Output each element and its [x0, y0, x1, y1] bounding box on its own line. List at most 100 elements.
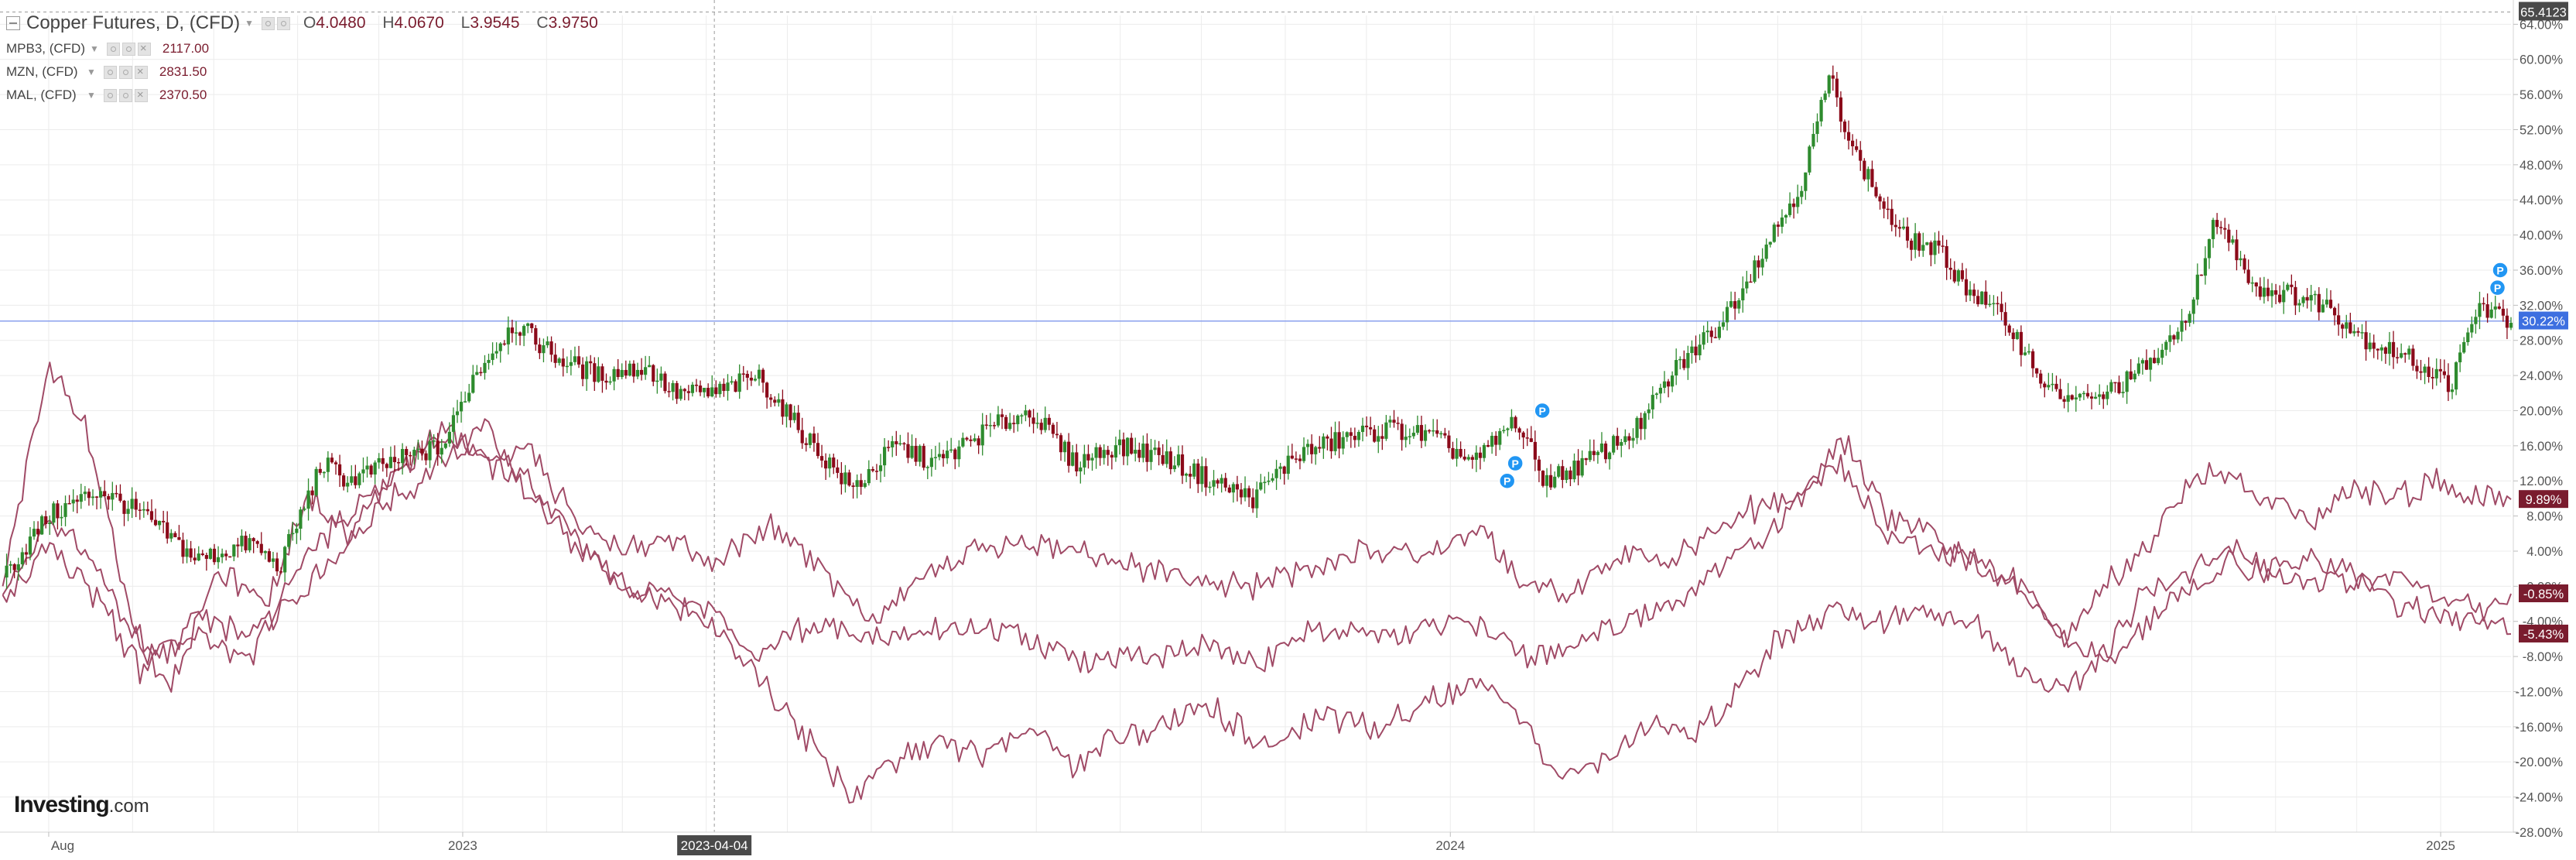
candle [318, 468, 322, 473]
chevron-down-icon[interactable]: ▼ [87, 90, 96, 101]
candle [918, 446, 922, 462]
grid [0, 15, 2511, 833]
candle [1800, 190, 1804, 197]
candle [2411, 348, 2415, 366]
candle [1815, 121, 1819, 135]
visibility-icon[interactable] [276, 16, 290, 30]
candle [2102, 394, 2106, 399]
candle [2478, 303, 2482, 317]
candle [2352, 331, 2356, 334]
candle [1553, 476, 1557, 488]
candle [1819, 100, 1823, 122]
y-tick-label: -24.00% [2516, 791, 2564, 805]
compare-symbol[interactable]: MZN, (CFD) [6, 64, 78, 79]
candle [1984, 291, 1988, 305]
candle [1764, 244, 1768, 259]
candle [1745, 281, 1749, 289]
visibility-icon[interactable] [118, 65, 132, 79]
candle [847, 472, 851, 486]
candle [1835, 78, 1839, 98]
candle [1345, 432, 1349, 437]
candle [569, 361, 573, 366]
candle [1189, 474, 1192, 477]
candle [1596, 451, 1599, 455]
candle [624, 369, 628, 376]
candle [953, 449, 957, 460]
candle [1326, 436, 1329, 439]
candle [1494, 435, 1498, 445]
candle [1459, 448, 1462, 457]
close-icon[interactable] [134, 88, 148, 102]
candle [506, 327, 510, 344]
candle [1337, 432, 1341, 449]
candle [1537, 459, 1541, 471]
candle [2305, 296, 2309, 301]
candle [20, 552, 24, 564]
chevron-down-icon[interactable]: ▼ [245, 18, 254, 29]
visibility-icon[interactable] [121, 42, 135, 56]
candle [1863, 160, 1866, 180]
candle [251, 538, 255, 542]
candle [185, 548, 189, 557]
close-icon[interactable] [134, 65, 148, 79]
candle [130, 499, 134, 509]
compare-value: 2831.50 [159, 64, 207, 79]
candle [2047, 385, 2051, 388]
candle [1294, 458, 1298, 460]
candle [1772, 224, 1776, 242]
compare-symbol[interactable]: MPB3, (CFD) [6, 41, 85, 56]
chevron-down-icon[interactable]: ▼ [87, 67, 96, 77]
candle [973, 438, 977, 441]
settings-icon[interactable] [103, 88, 117, 102]
candle [2160, 349, 2164, 358]
y-tick-label: -20.00% [2516, 755, 2564, 769]
candle [373, 462, 377, 475]
candle [1024, 410, 1028, 416]
candle [173, 533, 177, 537]
candle [424, 453, 428, 461]
candle [1572, 461, 1576, 480]
compare-symbol[interactable]: MAL, (CFD) [6, 87, 77, 102]
candle [1408, 436, 1411, 438]
main-symbol[interactable]: Copper Futures, D, (CFD) [26, 12, 241, 33]
candle [91, 496, 95, 499]
candle [703, 388, 706, 392]
candle [542, 344, 546, 354]
candle [2054, 383, 2058, 389]
candle [1729, 301, 1733, 307]
candle [1353, 435, 1356, 440]
candle [1051, 424, 1055, 434]
settings-icon[interactable] [106, 42, 120, 56]
candle [1682, 358, 1686, 368]
candle [518, 332, 522, 336]
candle [639, 369, 644, 375]
candle [824, 460, 828, 469]
candle [1855, 146, 1859, 150]
candle [737, 373, 741, 392]
candle [1627, 436, 1631, 441]
candle [1584, 457, 1588, 461]
candle [28, 536, 32, 555]
candle [538, 344, 542, 354]
settings-icon[interactable] [103, 65, 117, 79]
candle [2035, 368, 2039, 374]
chevron-down-icon[interactable]: ▼ [90, 43, 99, 54]
candle [283, 546, 287, 573]
candle [1616, 436, 1620, 446]
candle [103, 491, 107, 496]
collapse-icon[interactable] [6, 16, 20, 30]
settings-icon[interactable] [261, 16, 275, 30]
candle [761, 369, 765, 383]
candle [1435, 430, 1439, 434]
candle [648, 365, 652, 368]
candle [212, 548, 217, 563]
candle [63, 502, 67, 517]
close-icon[interactable] [137, 42, 151, 56]
candle [1290, 455, 1294, 459]
candle [291, 533, 295, 535]
candle [299, 509, 303, 529]
candle [2286, 284, 2290, 290]
candle [2015, 331, 2019, 339]
visibility-icon[interactable] [118, 88, 132, 102]
